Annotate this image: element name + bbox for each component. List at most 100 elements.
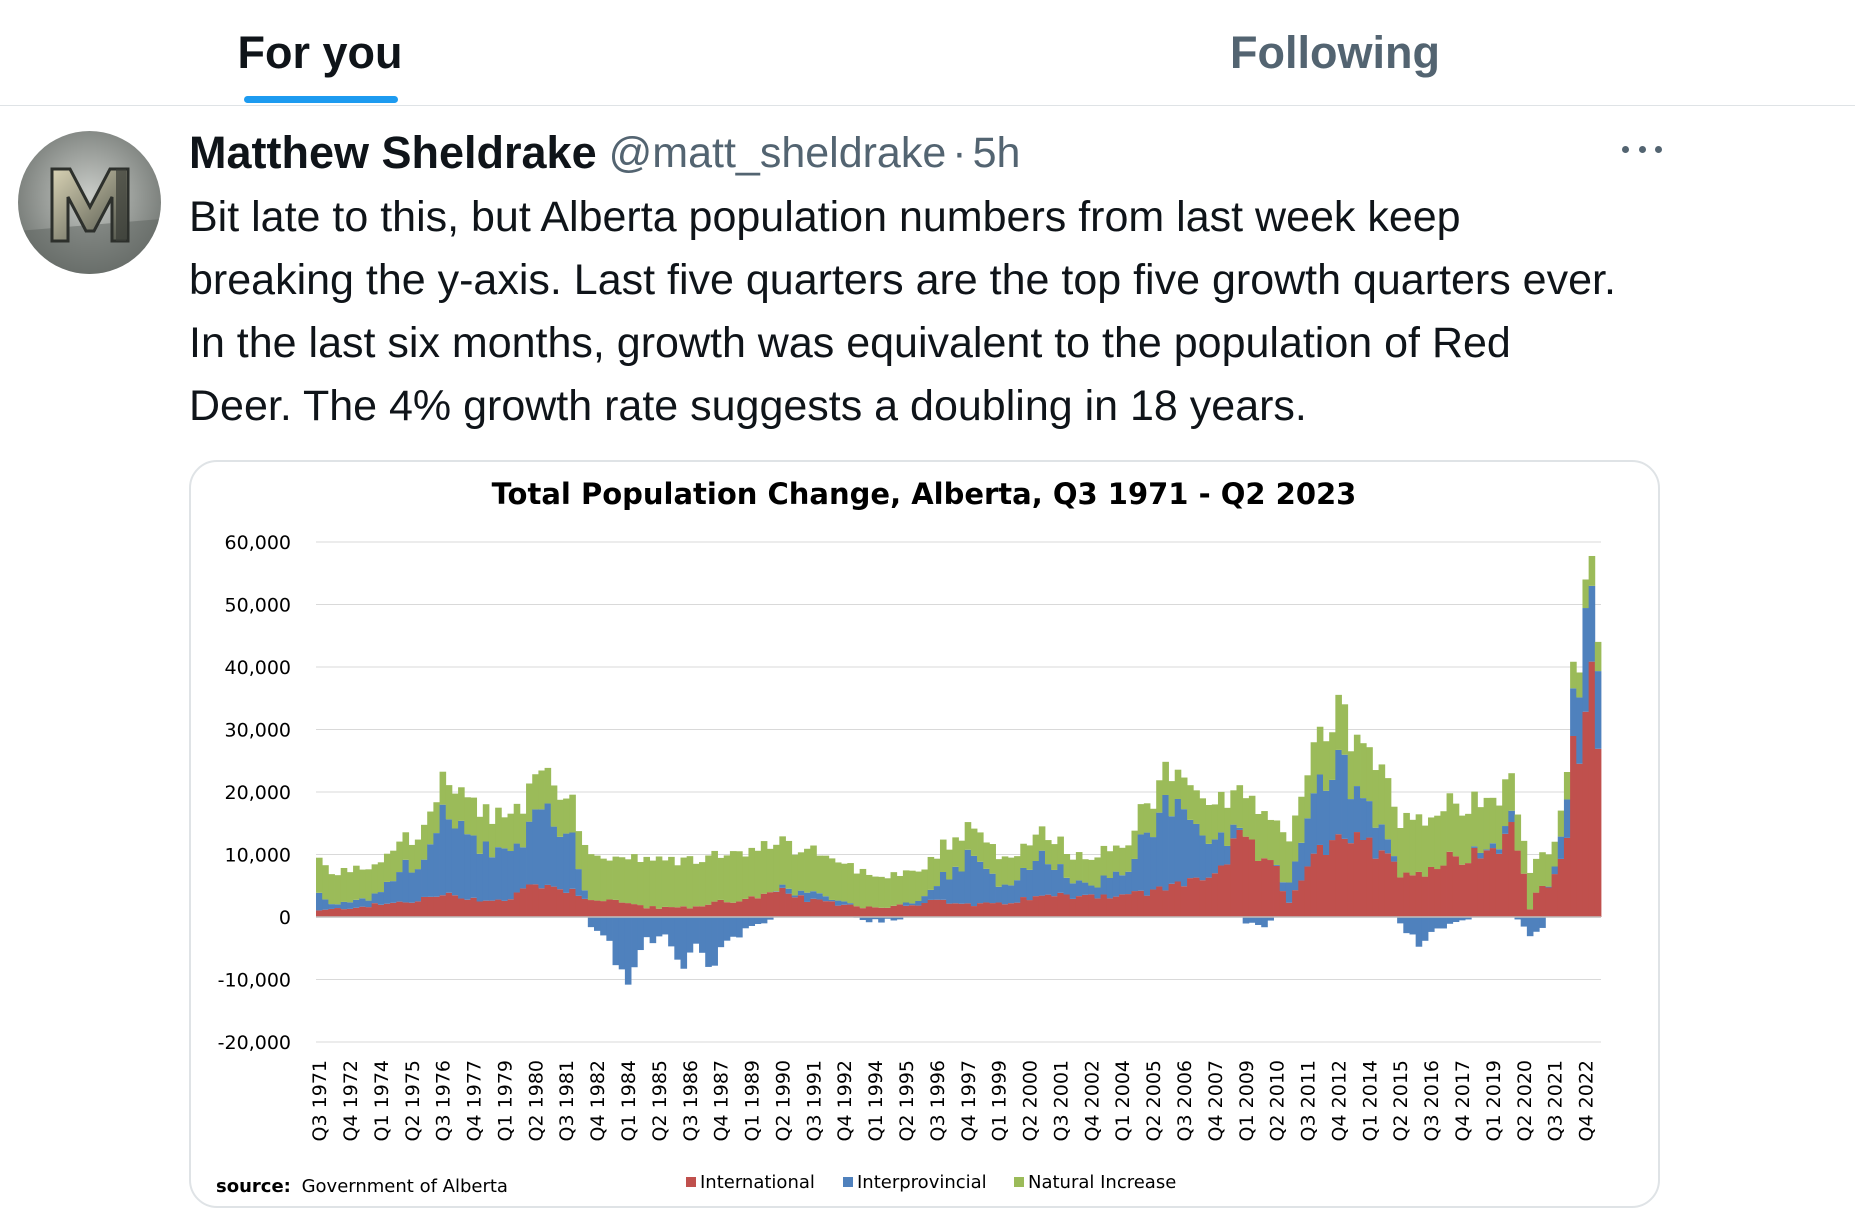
bar-interprovincial xyxy=(983,868,990,903)
bar-interprovincial xyxy=(1489,843,1497,849)
bar-interprovincial xyxy=(1248,917,1256,923)
bar-natural-increase xyxy=(970,828,978,856)
bar-international xyxy=(1168,883,1176,917)
bar-natural-increase xyxy=(1353,734,1361,787)
bar-international xyxy=(1273,865,1281,917)
bar-interprovincial xyxy=(692,917,700,944)
x-tick-label: Q1 2014 xyxy=(1359,1060,1381,1141)
bar-international xyxy=(1150,889,1157,917)
bar-interprovincial xyxy=(402,859,410,903)
bar-interprovincial xyxy=(1353,786,1361,833)
bar-international xyxy=(1044,894,1052,917)
bar-interprovincial xyxy=(766,917,774,920)
bar-international xyxy=(1495,853,1503,917)
bar-natural-increase xyxy=(1582,579,1590,609)
bar-interprovincial xyxy=(890,917,898,921)
bar-interprovincial xyxy=(1329,779,1336,841)
legend-swatch xyxy=(1014,1177,1024,1187)
bar-international xyxy=(1323,854,1330,917)
bar-international xyxy=(1594,748,1602,917)
bar-interprovincial xyxy=(1446,917,1454,924)
bar-international xyxy=(1137,890,1145,917)
bar-natural-increase xyxy=(779,836,786,885)
bar-international xyxy=(569,888,576,917)
bar-international xyxy=(334,908,342,917)
bar-interprovincial xyxy=(532,809,539,885)
bar-natural-increase xyxy=(977,832,984,862)
tweet-media-chart[interactable]: Total Population Change, Alberta, Q3 197… xyxy=(189,460,1660,1208)
tweet-time[interactable]: 5h xyxy=(972,128,1021,177)
bar-international xyxy=(1526,909,1534,917)
x-tick-label: Q1 2009 xyxy=(1236,1060,1258,1141)
bar-natural-increase xyxy=(1285,841,1293,883)
bar-interprovincial xyxy=(834,900,842,906)
bar-interprovincial xyxy=(1563,799,1571,838)
bar-interprovincial xyxy=(569,832,576,889)
bar-international xyxy=(1477,858,1485,917)
bar-international xyxy=(939,899,947,917)
bar-natural-increase xyxy=(556,799,564,837)
x-tick-label: Q3 2006 xyxy=(1174,1060,1196,1141)
bar-interprovincial xyxy=(606,917,613,941)
bar-interprovincial xyxy=(550,826,558,887)
bar-interprovincial xyxy=(1582,608,1590,712)
x-tick-label: Q1 2004 xyxy=(1112,1060,1134,1141)
bar-interprovincial xyxy=(482,841,490,901)
bar-international xyxy=(983,902,990,917)
bar-international xyxy=(1372,858,1379,917)
bar-natural-increase xyxy=(587,854,595,901)
bar-international xyxy=(544,884,552,917)
bar-natural-increase xyxy=(334,875,342,905)
bar-international xyxy=(1069,898,1077,917)
bar-international xyxy=(1366,837,1373,917)
tweet-text-line: breaking the y-axis. Last five quarters … xyxy=(189,256,1616,304)
author-handle[interactable]: @matt_sheldrake xyxy=(608,128,947,177)
bar-natural-increase xyxy=(1384,778,1392,840)
bar-natural-increase xyxy=(322,865,329,900)
more-horizontal-icon[interactable] xyxy=(1622,134,1662,164)
bar-interprovincial xyxy=(816,893,823,900)
bar-interprovincial xyxy=(1428,917,1435,932)
bar-international xyxy=(766,892,774,917)
bar-international xyxy=(612,899,620,917)
bar-international xyxy=(909,905,916,917)
x-tick-label: Q3 1976 xyxy=(433,1060,455,1141)
avatar[interactable] xyxy=(18,131,161,274)
bar-natural-increase xyxy=(581,844,589,891)
x-tick-label: Q4 2002 xyxy=(1081,1060,1103,1141)
tab-following[interactable]: Following xyxy=(1230,27,1440,78)
bar-natural-increase xyxy=(1298,796,1305,843)
legend-label: International xyxy=(700,1172,815,1193)
bar-natural-increase xyxy=(939,839,947,872)
bar-interprovincial xyxy=(1032,860,1040,897)
bar-international xyxy=(1551,874,1559,917)
tab-for-you[interactable]: For you xyxy=(237,27,403,78)
bar-international xyxy=(1384,853,1392,917)
bar-interprovincial xyxy=(538,809,545,889)
bar-international xyxy=(1446,851,1454,917)
bar-natural-increase xyxy=(1261,811,1268,859)
bar-natural-increase xyxy=(1156,780,1163,813)
bar-interprovincial xyxy=(1038,850,1046,896)
bar-natural-increase xyxy=(563,798,570,834)
bar-natural-increase xyxy=(723,855,731,903)
bar-interprovincial xyxy=(1403,917,1410,934)
bar-international xyxy=(791,897,799,917)
bar-interprovincial xyxy=(1502,826,1509,834)
bar-international xyxy=(427,896,434,917)
bar-natural-increase xyxy=(742,856,749,899)
bar-interprovincial xyxy=(1570,688,1577,736)
bar-interprovincial xyxy=(1458,917,1466,921)
bar-natural-increase xyxy=(995,859,1003,887)
author-name[interactable]: Matthew Sheldrake xyxy=(189,127,597,178)
bar-natural-increase xyxy=(1193,790,1200,824)
bar-international xyxy=(538,888,545,917)
bar-interprovincial xyxy=(1051,869,1058,897)
bar-international xyxy=(1316,844,1324,917)
bar-natural-increase xyxy=(532,774,539,810)
bar-international xyxy=(1001,904,1009,917)
bar-international xyxy=(1020,897,1027,917)
chart-gridlines xyxy=(316,541,1601,1043)
bar-interprovincial xyxy=(933,886,941,900)
bar-natural-increase xyxy=(1341,704,1349,755)
